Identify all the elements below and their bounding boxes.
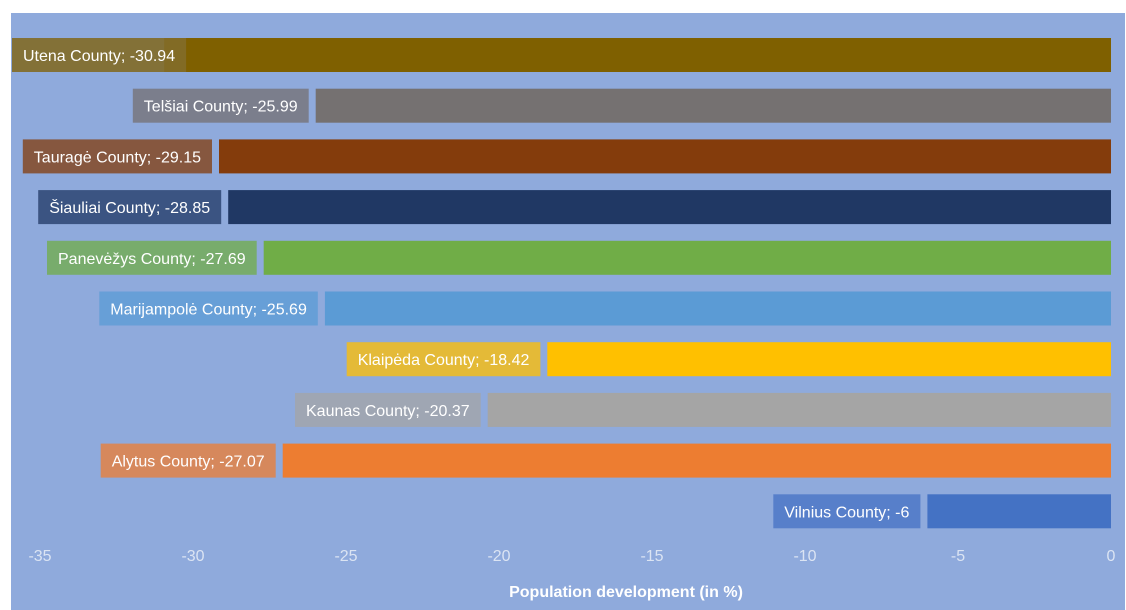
x-tick-label: -5 <box>951 548 965 565</box>
data-label-box <box>12 38 187 72</box>
x-tick-label: -20 <box>487 548 510 565</box>
bar <box>164 38 1111 72</box>
data-label: Alytus County; -27.07 <box>112 454 265 471</box>
x-tick-label: -35 <box>28 548 51 565</box>
data-label-box <box>99 291 318 326</box>
x-tick-label: -10 <box>793 548 816 565</box>
data-label-box <box>346 342 541 377</box>
data-label-box <box>132 88 309 123</box>
data-label-box <box>38 190 222 225</box>
data-label-box <box>47 240 257 275</box>
x-tick-label: -30 <box>181 548 204 565</box>
x-axis-ticks: -35 -30 -25 -20 -15 -10 -5 0 <box>28 548 1115 565</box>
data-label-box <box>22 139 212 174</box>
data-label: Tauragė County; -29.15 <box>34 149 201 166</box>
data-label-box <box>100 443 276 478</box>
x-tick-label: 0 <box>1107 548 1116 565</box>
data-label: Utena County; -30.94 <box>23 48 175 65</box>
bar <box>547 342 1111 377</box>
data-label: Panevėžys County; -27.69 <box>58 251 246 268</box>
bar <box>315 88 1111 123</box>
data-label: Marijampolė County; -25.69 <box>110 302 307 319</box>
data-label: Kaunas County; -20.37 <box>306 403 470 420</box>
data-label-box <box>773 494 921 529</box>
bars-layer <box>164 38 1111 529</box>
x-axis-title: Population development (in %) <box>509 584 743 601</box>
bar <box>324 291 1111 326</box>
bar <box>219 139 1111 174</box>
data-label-box <box>295 392 481 427</box>
bar <box>263 240 1111 275</box>
data-label: Klaipėda County; -18.42 <box>358 352 530 369</box>
data-label: Vilnius County; -6 <box>784 504 909 521</box>
x-tick-label: -15 <box>640 548 663 565</box>
bar <box>282 443 1111 478</box>
bar <box>487 392 1111 427</box>
bar <box>228 190 1111 225</box>
x-tick-label: -25 <box>334 548 357 565</box>
bar <box>927 494 1111 529</box>
data-label: Telšiai County; -25.99 <box>144 99 298 116</box>
data-label: Šiauliai County; -28.85 <box>49 198 210 217</box>
data-labels-layer: Utena County; -30.94 Telšiai County; -25.… <box>12 38 921 529</box>
